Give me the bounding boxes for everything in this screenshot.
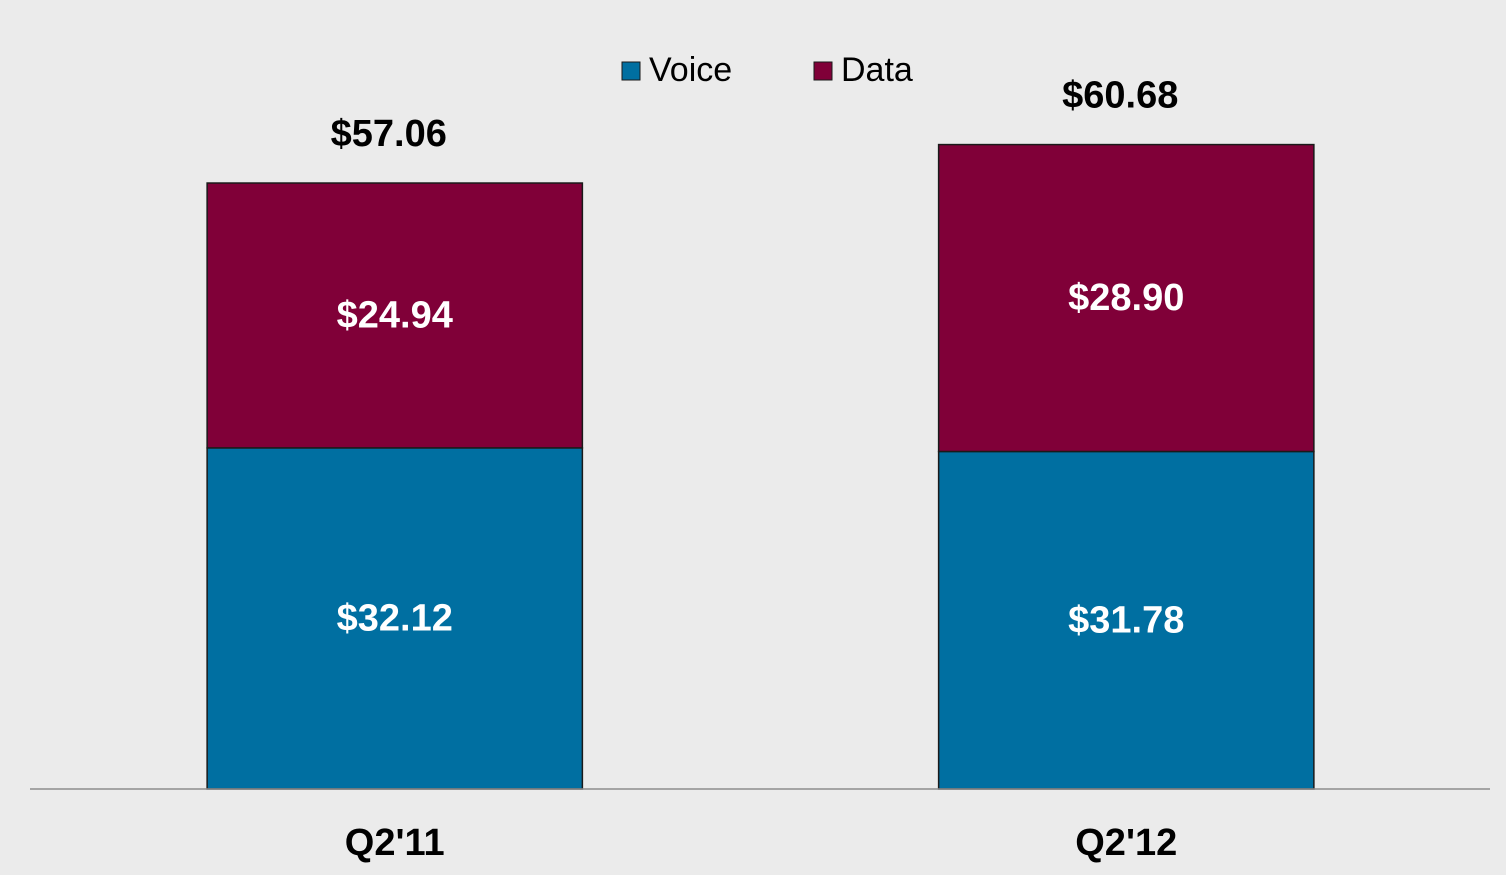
legend-swatch [621,61,641,81]
bar-segment [206,447,584,790]
value-label: $24.94 [337,294,453,336]
legend-label: Data [841,51,913,89]
legend-label: Voice [649,51,732,89]
value-label: $28.90 [1068,277,1184,319]
total-label: $60.68 [1062,75,1178,117]
total-label: $57.06 [331,113,447,155]
x-tick-label: Q2'12 [1075,822,1177,864]
legend-swatch [813,61,833,81]
x-tick-label: Q2'11 [345,822,445,864]
bar-segment [206,182,584,449]
bar-segment [937,450,1315,790]
bar-segment [937,143,1315,453]
value-label: $32.12 [337,597,453,639]
value-label: $31.78 [1068,599,1184,641]
